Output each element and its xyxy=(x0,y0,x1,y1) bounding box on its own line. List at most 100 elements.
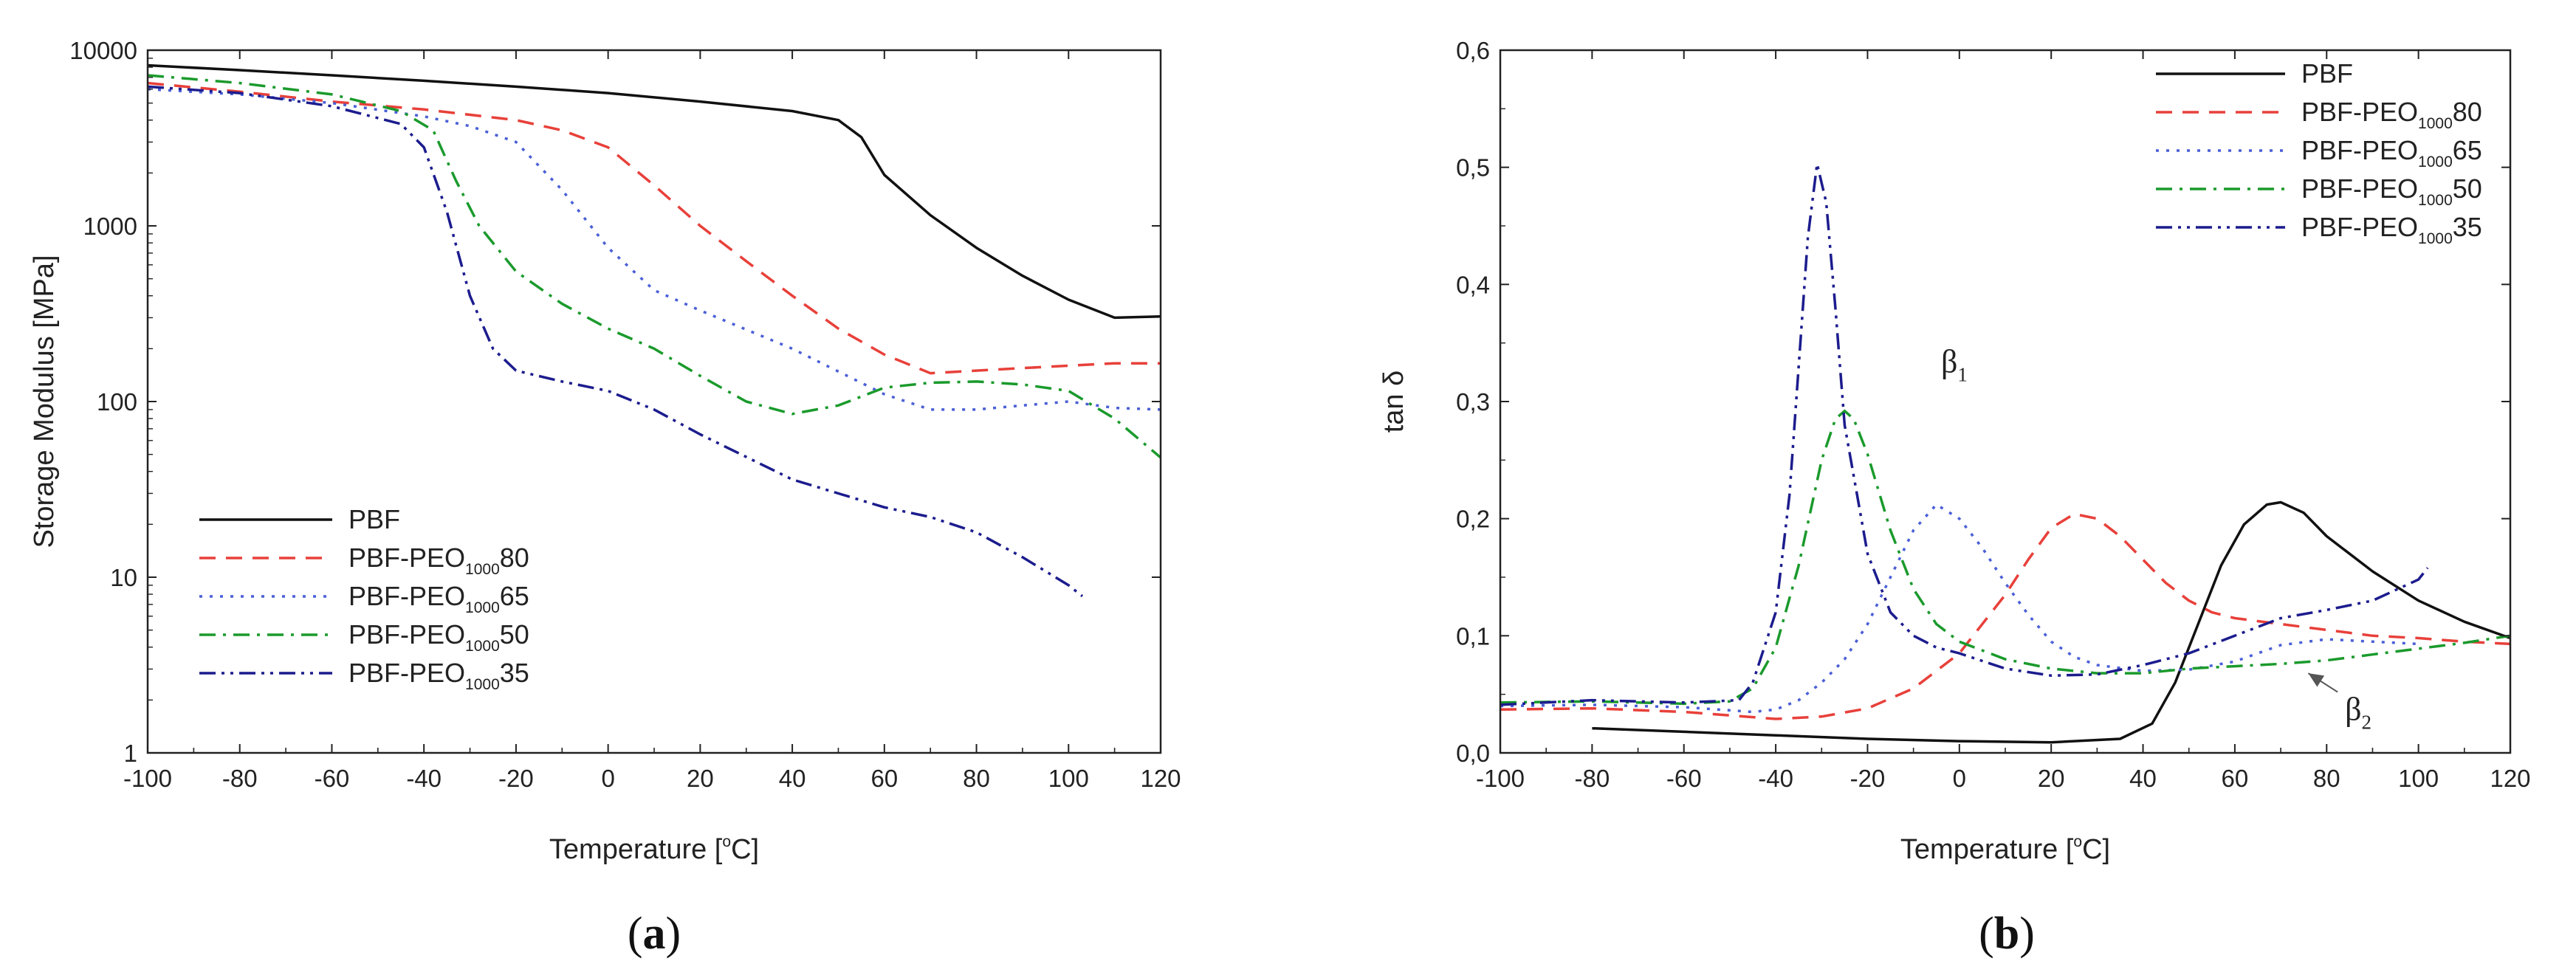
legend-label-sub: 1000 xyxy=(2418,230,2453,247)
legend-label-main: PBF-PEO xyxy=(2301,97,2418,127)
legend-label-3: PBF-PEO100050 xyxy=(348,619,529,655)
series-line-a-4 xyxy=(148,85,1084,598)
legend-label-tail: 80 xyxy=(500,543,529,573)
x-tick-label: -40 xyxy=(406,765,442,792)
y-tick-label: 0,2 xyxy=(1456,506,1490,533)
panel-label-letter: b xyxy=(1994,909,2019,959)
x-tick-label: 120 xyxy=(1140,765,1181,792)
panel-a: -100 -80 -60 -40 -20 0 20 40 60 80 100 120110100100… xyxy=(29,37,1181,959)
y-tick-label: 100 xyxy=(97,388,137,416)
panel-label-a: (a) xyxy=(628,909,681,959)
x-tick-label: -80 xyxy=(1575,765,1610,792)
panel-label-close: ) xyxy=(2019,909,2035,959)
legend-label-sub: 1000 xyxy=(465,599,500,616)
annotation-0: β1 xyxy=(1941,343,1968,385)
x-tick-label: 60 xyxy=(2222,765,2249,792)
x-tick-label: -60 xyxy=(1666,765,1702,792)
legend-label-4: PBF-PEO100035 xyxy=(2301,212,2482,247)
x-tick-label: 0 xyxy=(601,765,614,792)
legend-label-sub: 1000 xyxy=(2418,115,2453,132)
x-axis-title: Temperature [oC] xyxy=(549,833,759,865)
x-tick-label: -100 xyxy=(1476,765,1525,792)
legend-label-tail: 65 xyxy=(500,581,529,611)
plot-frame-a xyxy=(146,49,1162,754)
y-axis-title: Storage Modulus [MPa] xyxy=(29,255,60,548)
x-tick-label: -80 xyxy=(222,765,258,792)
x-axis-title-degree: o xyxy=(722,833,731,850)
x-tick-label: 20 xyxy=(687,765,714,792)
y-tick-label: 0,6 xyxy=(1456,37,1490,64)
annotation-main: β xyxy=(2345,692,2361,728)
annotation-sub: 1 xyxy=(1957,363,1968,385)
y-tick-label: 0,0 xyxy=(1456,740,1490,767)
x-tick-label: -100 xyxy=(123,765,172,792)
legend-label-tail: 50 xyxy=(500,619,529,650)
x-tick-label: -20 xyxy=(1850,765,1886,792)
series-line-a-0 xyxy=(148,63,1161,320)
panel-label-open: ( xyxy=(1979,909,1994,959)
legend-label-tail: 80 xyxy=(2453,97,2482,127)
x-tick-label: 80 xyxy=(2313,765,2340,792)
legend-b: PBFPBF-PEO100080PBF-PEO100065PBF-PEO1000… xyxy=(2156,58,2482,247)
legend-label-main: PBF-PEO xyxy=(348,543,465,573)
x-tick-label: -40 xyxy=(1758,765,1793,792)
x-axis-title-unit: C] xyxy=(731,834,759,865)
annotation-main: β xyxy=(1941,343,1957,379)
series-line-b-2 xyxy=(1500,503,2419,714)
panel-label-letter: a xyxy=(643,909,666,959)
panel-label-b: (b) xyxy=(1979,909,2035,959)
panel-b: -100 -80 -60 -40 -20 0 20 40 60 80 100 120 0,0 0,1 0,2… xyxy=(1378,37,2531,959)
y-tick-label: 10000 xyxy=(69,37,137,64)
legend-label-1: PBF-PEO100080 xyxy=(348,543,529,578)
panel-label-open: ( xyxy=(628,909,643,959)
series-line-b-0 xyxy=(1592,500,2510,744)
legend-label-main: PBF xyxy=(348,504,400,534)
series-line-b-4 xyxy=(1500,162,2429,706)
annotation-1: β2 xyxy=(2345,692,2371,734)
legend-label-0: PBF xyxy=(2301,58,2353,89)
x-axis-title-degree: o xyxy=(2073,833,2082,850)
y-tick-label: 1000 xyxy=(83,213,137,240)
legend-label-main: PBF xyxy=(2301,58,2353,89)
x-tick-label: -20 xyxy=(498,765,534,792)
legend-label-tail: 50 xyxy=(2453,173,2482,204)
x-tick-label: 60 xyxy=(870,765,898,792)
x-axis-title-main: Temperature [ xyxy=(1900,834,2074,865)
series-line-a-1 xyxy=(148,81,1161,375)
series-line-a-3 xyxy=(148,74,1161,459)
series-group-a xyxy=(148,63,1161,598)
x-tick-label: 120 xyxy=(2490,765,2530,792)
y-tick-label: 0,5 xyxy=(1456,154,1490,182)
annotation-sub: 2 xyxy=(2362,712,2372,734)
legend-label-sub: 1000 xyxy=(2418,192,2453,209)
x-tick-label: 100 xyxy=(1048,765,1089,792)
x-axis-title-main: Temperature [ xyxy=(549,834,723,865)
legend-label-sub: 1000 xyxy=(2418,154,2453,171)
legend-label-tail: 35 xyxy=(2453,212,2482,242)
legend-a: PBFPBF-PEO100080PBF-PEO100065PBF-PEO1000… xyxy=(199,504,529,693)
legend-label-sub: 1000 xyxy=(465,676,500,693)
legend-label-main: PBF-PEO xyxy=(2301,212,2418,242)
y-tick-label: 1 xyxy=(124,740,137,767)
legend-label-4: PBF-PEO100035 xyxy=(348,658,529,693)
legend-label-main: PBF-PEO xyxy=(348,619,465,650)
legend-label-main: PBF-PEO xyxy=(2301,135,2418,165)
x-tick-label: 40 xyxy=(779,765,806,792)
x-tick-label: -60 xyxy=(315,765,350,792)
legend-label-0: PBF xyxy=(348,504,400,534)
y-tick-label: 10 xyxy=(110,564,137,591)
legend-label-main: PBF-PEO xyxy=(348,658,465,688)
legend-label-tail: 35 xyxy=(500,658,529,688)
y-tick-label: 0,3 xyxy=(1456,388,1490,416)
y-axis-title: tan δ xyxy=(1378,371,1409,433)
x-tick-label: 80 xyxy=(963,765,990,792)
x-axis-title: Temperature [oC] xyxy=(1900,833,2110,865)
series-line-b-3 xyxy=(1500,409,2510,706)
x-tick-label: 100 xyxy=(2398,765,2439,792)
legend-label-3: PBF-PEO100050 xyxy=(2301,173,2482,209)
x-axis-title-unit: C] xyxy=(2082,834,2110,865)
series-line-b-1 xyxy=(1500,512,2510,720)
series-group-b xyxy=(1500,162,2510,744)
legend-label-tail: 65 xyxy=(2453,135,2482,165)
